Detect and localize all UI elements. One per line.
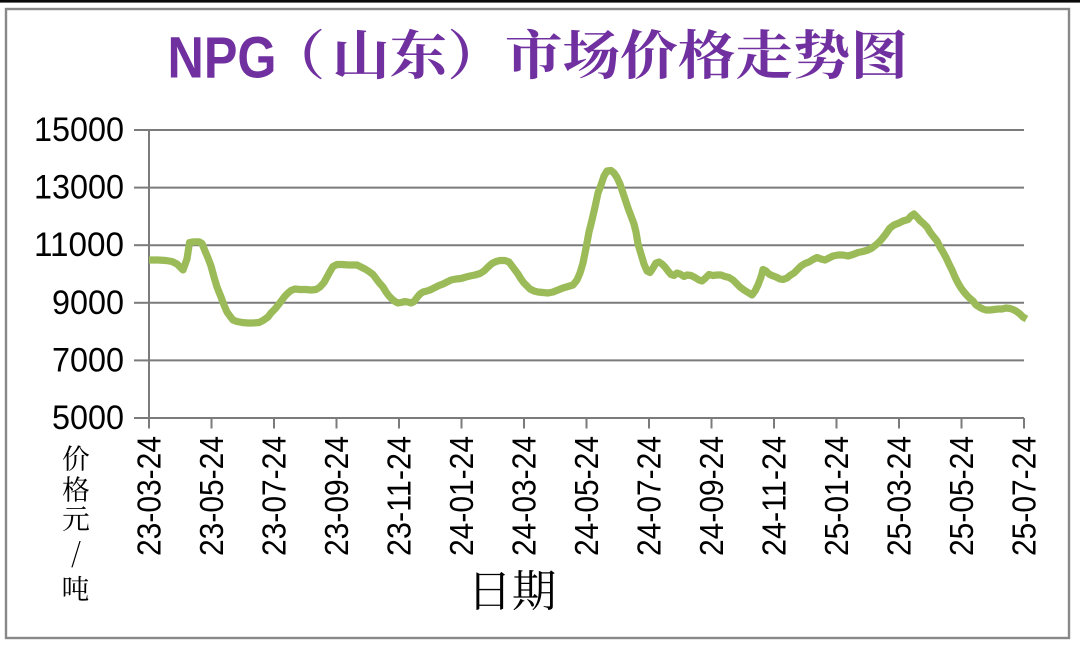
svg-text:23-09-24: 23-09-24 [318,436,355,556]
svg-text:24-05-24: 24-05-24 [568,436,605,556]
svg-text:25-03-24: 25-03-24 [881,436,918,556]
svg-text:15000: 15000 [34,111,124,149]
svg-text:23-11-24: 23-11-24 [381,436,418,556]
svg-text:23-03-24: 23-03-24 [131,436,168,556]
svg-text:23-07-24: 23-07-24 [256,436,293,556]
svg-text:24-09-24: 24-09-24 [693,436,730,556]
svg-text:NPG: NPG [168,26,277,91]
svg-text:24-07-24: 24-07-24 [631,436,668,556]
svg-text:25-01-24: 25-01-24 [818,436,855,556]
svg-text:25-07-24: 25-07-24 [1006,436,1043,556]
svg-text:5000: 5000 [52,399,124,437]
svg-text:13000: 13000 [34,169,124,207]
svg-text:24-01-24: 24-01-24 [443,436,480,556]
svg-text:11000: 11000 [34,226,124,264]
svg-text:24-11-24: 24-11-24 [756,436,793,556]
svg-text:24-03-24: 24-03-24 [506,436,543,556]
svg-text:9000: 9000 [52,284,124,322]
svg-text:23-05-24: 23-05-24 [193,436,230,556]
svg-text:25-05-24: 25-05-24 [943,436,980,556]
svg-text:7000: 7000 [52,341,124,379]
